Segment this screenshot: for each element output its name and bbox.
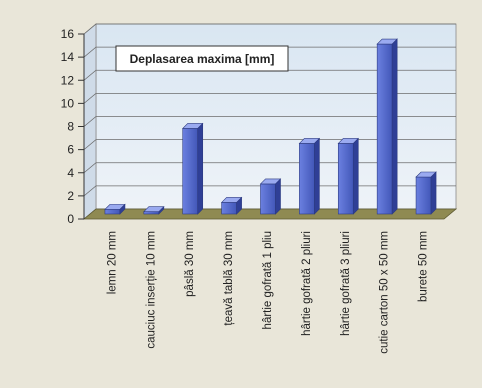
bar: [259, 178, 282, 215]
x-tick-label: lemn 20 mm: [106, 231, 118, 294]
bar: [104, 203, 126, 215]
x-tick-label: cauciuc inserție 10 mm: [145, 231, 157, 349]
y-tick-label: 12: [61, 73, 75, 87]
gridline: [83, 69, 456, 81]
x-tick-label: țeavă tablă 30 mm: [223, 231, 235, 326]
bar: [337, 137, 360, 215]
bar-side: [314, 137, 320, 215]
chart-title-box: [115, 45, 289, 72]
y-tick-label: 2: [67, 189, 74, 203]
gridline: [83, 46, 456, 58]
bar-side: [197, 122, 204, 215]
bar-side: [275, 178, 281, 215]
gridline: [83, 92, 456, 104]
x-tick-label: burete 50 mm: [418, 231, 430, 302]
bar-front: [260, 183, 276, 215]
bar: [415, 171, 437, 215]
bar-front: [299, 143, 315, 215]
gridlines-layer: [83, 23, 456, 220]
gridline: [83, 139, 456, 150]
bar-front: [143, 211, 160, 215]
bar: [220, 196, 243, 215]
bar-front: [182, 128, 199, 215]
bar: [143, 205, 165, 215]
chart-title: Deplasarea maxima [mm]: [130, 52, 275, 66]
gridline: [83, 185, 456, 197]
bar-front: [376, 43, 393, 215]
bar-front: [221, 202, 237, 215]
bar-front: [415, 176, 432, 215]
bar-side: [158, 205, 165, 215]
bar-side: [352, 137, 359, 215]
bar: [376, 38, 398, 215]
title-box-layer: Deplasarea maxima [mm]: [115, 45, 289, 72]
x-tick-label: hârtie gofrată 2 pliuri: [301, 231, 313, 336]
y-tick-label: 0: [67, 212, 74, 226]
bar-side: [391, 38, 398, 215]
x-tick-label: hârtie gofrată 1 pliu: [262, 231, 274, 329]
bar: [181, 122, 204, 215]
y-tick-label: 6: [67, 143, 74, 157]
y-tick-label: 10: [61, 96, 75, 110]
y-tick-label: 14: [61, 50, 75, 64]
x-tick-label: hârtie gofrată 3 pliuri: [340, 231, 352, 336]
bar-front: [337, 143, 354, 215]
bar: [298, 137, 321, 215]
bars-layer: [104, 38, 437, 215]
y-tick-label: 8: [67, 120, 74, 134]
bar-side: [119, 203, 126, 215]
y-tick-label: 16: [61, 27, 75, 41]
x-tick-label: cutie carton 50 x 50 mm: [379, 231, 391, 354]
bar-front: [104, 209, 121, 215]
gridline: [83, 23, 456, 35]
axis-layer: 0 2 4 6 8 10 12 14 16 lemn 20 mm cauciuc inserție …: [61, 27, 430, 354]
x-tick-label: pâslă 30 mm: [184, 231, 196, 297]
gridline: [83, 162, 456, 174]
gridline: [83, 116, 456, 127]
y-tick-label: 4: [67, 166, 74, 180]
bar-side: [236, 196, 242, 215]
bar-side: [430, 171, 437, 215]
